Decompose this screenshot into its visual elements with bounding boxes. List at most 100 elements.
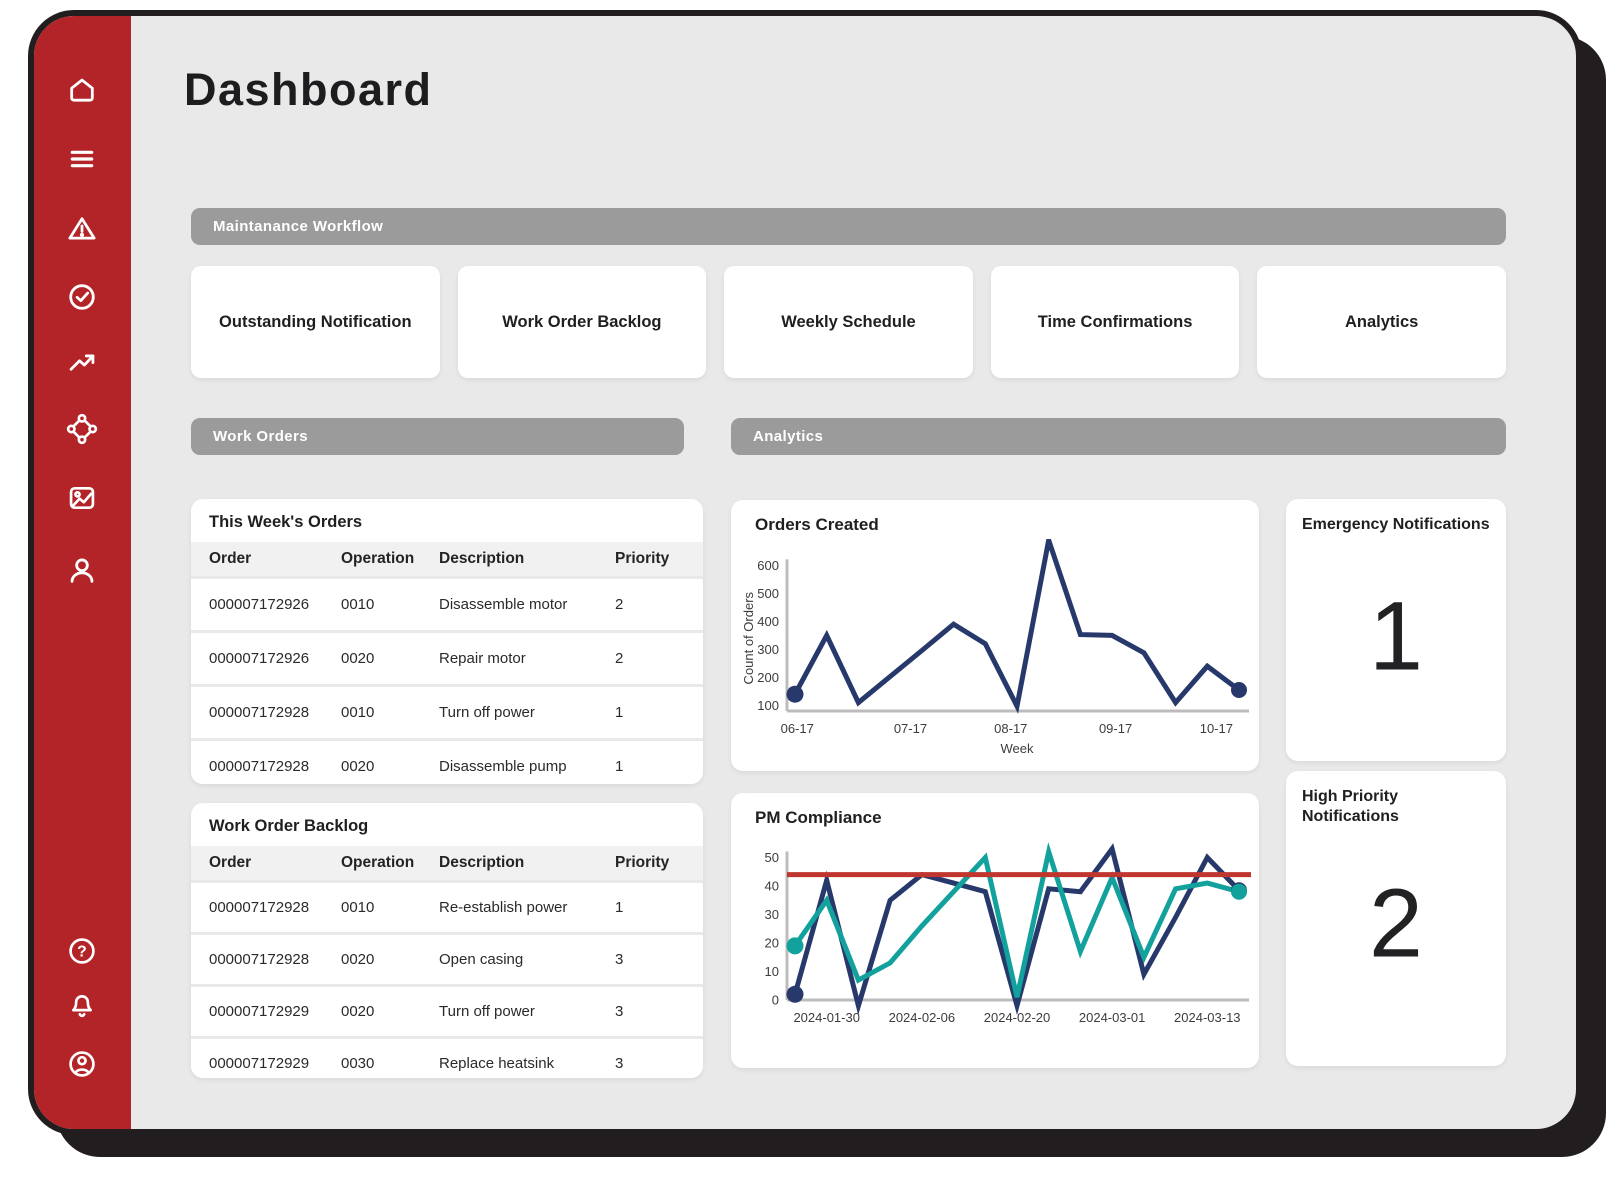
cell-priority: 1 (615, 899, 624, 916)
svg-text:400: 400 (757, 614, 779, 629)
table-row[interactable]: 000007172928 0010 Re-establish power 1 (191, 880, 703, 932)
cell-operation: 0010 (341, 899, 375, 916)
svg-text:500: 500 (757, 586, 779, 601)
cell-order: 000007172926 (209, 650, 310, 667)
help-icon[interactable]: ? (65, 934, 99, 968)
image-icon[interactable] (65, 481, 99, 515)
cell-operation: 0020 (341, 951, 375, 968)
cell-description: Repair motor (439, 650, 526, 667)
table-row[interactable]: 000007172928 0020 Open casing 3 (191, 932, 703, 984)
cell-order: 000007172926 (209, 596, 310, 613)
cell-priority: 1 (615, 704, 624, 721)
col-order: Order (209, 854, 252, 871)
section-header-analytics: Analytics (731, 418, 1506, 455)
svg-text:0: 0 (772, 993, 779, 1008)
section-header-maintenance-workflow: Maintanance Workflow (191, 208, 1506, 245)
sidebar: ? (34, 16, 131, 1129)
cell-description: Re-establish power (439, 899, 568, 916)
cell-operation: 0010 (341, 596, 375, 613)
page-title: Dashboard (184, 64, 433, 115)
cell-operation: 0030 (341, 1055, 375, 1072)
svg-text:Week: Week (1001, 741, 1034, 756)
svg-text:600: 600 (757, 558, 779, 573)
col-priority: Priority (615, 550, 670, 567)
alert-triangle-icon[interactable] (65, 212, 99, 246)
work-order-backlog-table: Work Order Backlog Order Operation Descr… (191, 803, 703, 1078)
menu-icon[interactable] (65, 142, 99, 176)
network-icon[interactable] (65, 412, 99, 446)
kpi-value: 2 (1369, 868, 1423, 978)
user-icon[interactable] (65, 554, 99, 588)
workflow-cards-row: Outstanding Notification Work Order Back… (191, 266, 1506, 378)
cell-description: Disassemble pump (439, 758, 567, 775)
trending-up-icon[interactable] (65, 345, 99, 379)
svg-text:?: ? (77, 944, 87, 961)
check-circle-icon[interactable] (65, 280, 99, 314)
col-priority: Priority (615, 854, 670, 871)
cell-description: Open casing (439, 951, 524, 968)
svg-text:08-17: 08-17 (994, 721, 1027, 736)
home-icon[interactable] (65, 73, 99, 107)
emergency-notifications-card: Emergency Notifications 1 (1286, 499, 1506, 761)
workflow-card-outstanding-notification[interactable]: Outstanding Notification (191, 266, 440, 378)
table-row[interactable]: 000007172928 0020 Disassemble pump 1 (191, 738, 703, 784)
svg-text:300: 300 (757, 642, 779, 657)
cell-description: Turn off power (439, 1003, 535, 1020)
cell-order: 000007172929 (209, 1055, 310, 1072)
workflow-card-weekly-schedule[interactable]: Weekly Schedule (724, 266, 973, 378)
cell-operation: 0020 (341, 1003, 375, 1020)
cell-description: Disassemble motor (439, 596, 568, 613)
svg-text:07-17: 07-17 (894, 721, 927, 736)
section-header-label: Analytics (753, 428, 824, 445)
cell-order: 000007172928 (209, 704, 310, 721)
workflow-card-analytics[interactable]: Analytics (1257, 266, 1506, 378)
svg-text:2024-03-13: 2024-03-13 (1174, 1010, 1241, 1025)
col-operation: Operation (341, 550, 415, 567)
kpi-value: 1 (1369, 581, 1423, 691)
table-header-row: Order Operation Description Priority (191, 846, 703, 880)
cell-priority: 3 (615, 951, 624, 968)
svg-text:50: 50 (765, 850, 779, 865)
kpi-title: Emergency Notifications (1302, 516, 1490, 533)
cell-description: Replace heatsink (439, 1055, 555, 1072)
svg-text:200: 200 (757, 670, 779, 685)
cell-priority: 3 (615, 1055, 624, 1072)
orders-created-chart: 100 200 300 400 500 600 Count of Orders 06-17 07… (741, 539, 1249, 756)
svg-text:06-17: 06-17 (781, 721, 814, 736)
table-row[interactable]: 000007172926 0010 Disassemble motor 2 (191, 576, 703, 630)
pm-compliance-chart: 0 10 20 30 40 50 2024-01-30 2024-02-06 2024-02-2… (765, 842, 1251, 1025)
svg-text:2024-02-20: 2024-02-20 (984, 1010, 1051, 1025)
col-order: Order (209, 550, 252, 567)
svg-text:30: 30 (765, 907, 779, 922)
col-description: Description (439, 854, 525, 871)
orders-created-chart-card: Orders Created 100 200 300 400 500 600 Count o… (731, 500, 1259, 771)
svg-text:2024-03-01: 2024-03-01 (1079, 1010, 1146, 1025)
app-frame: ? Dashboard Maintanance Workflow Outstan… (28, 10, 1582, 1135)
svg-text:100: 100 (757, 698, 779, 713)
cell-order: 000007172928 (209, 899, 310, 916)
svg-text:40: 40 (765, 879, 779, 894)
table-row[interactable]: 000007172929 0030 Replace heatsink 3 (191, 1036, 703, 1078)
workflow-card-time-confirmations[interactable]: Time Confirmations (990, 266, 1240, 378)
col-description: Description (439, 550, 525, 567)
high-priority-notifications-card: High Priority Notifications 2 (1286, 771, 1506, 1066)
account-icon[interactable] (65, 1047, 99, 1081)
cell-order: 000007172928 (209, 758, 310, 775)
cell-order: 000007172928 (209, 951, 310, 968)
table-row[interactable]: 000007172929 0020 Turn off power 3 (191, 984, 703, 1036)
bell-icon[interactable] (65, 989, 99, 1023)
chart-title: Orders Created (755, 515, 879, 534)
section-header-label: Work Orders (213, 428, 308, 445)
table-title: This Week's Orders (209, 513, 363, 531)
svg-text:2024-01-30: 2024-01-30 (793, 1010, 860, 1025)
cell-priority: 2 (615, 650, 624, 667)
table-row[interactable]: 000007172928 0010 Turn off power 1 (191, 684, 703, 738)
cell-order: 000007172929 (209, 1003, 310, 1020)
workflow-card-work-order-backlog[interactable]: Work Order Backlog (457, 266, 707, 378)
table-row[interactable]: 000007172926 0020 Repair motor 2 (191, 630, 703, 684)
svg-text:10: 10 (765, 964, 779, 979)
chart-title: PM Compliance (755, 808, 882, 827)
section-header-work-orders: Work Orders (191, 418, 684, 455)
table-header-row: Order Operation Description Priority (191, 542, 703, 576)
col-operation: Operation (341, 854, 415, 871)
